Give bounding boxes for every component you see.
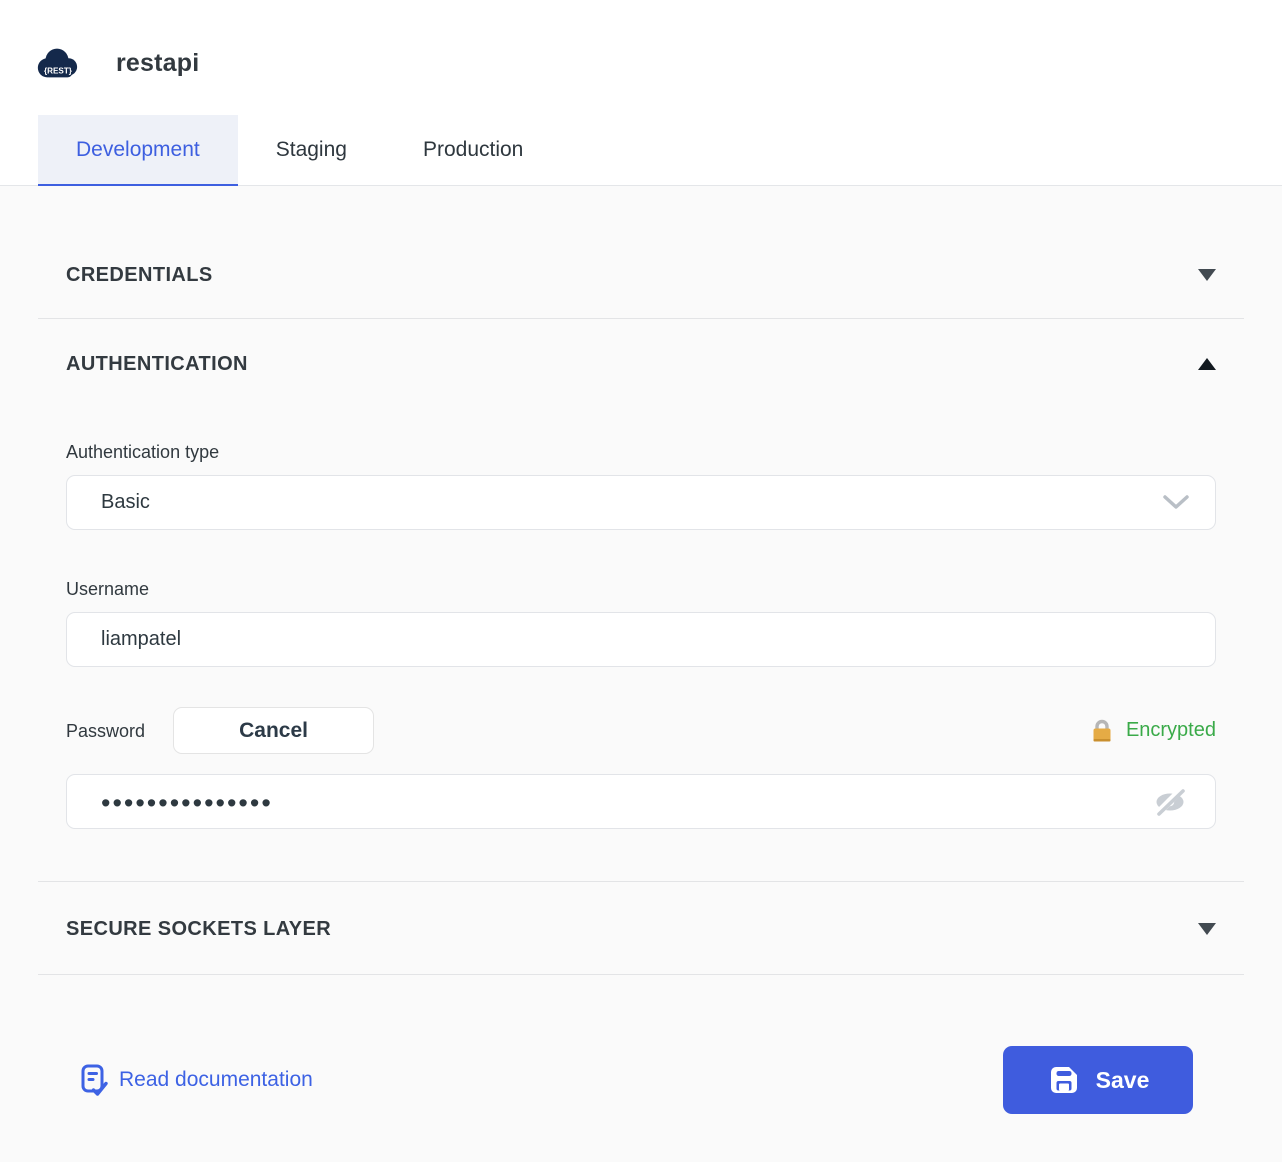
password-label-group: Password Cancel — [66, 707, 375, 754]
ssl-section: SECURE SOCKETS LAYER — [38, 882, 1244, 975]
restapi-cloud-logo-icon: {REST} — [37, 48, 78, 77]
environment-tabs: Development Staging Production — [0, 115, 1282, 186]
password-label: Password — [66, 720, 146, 741]
password-input[interactable]: ••••••••••••••• — [66, 774, 1216, 829]
username-value: liampatel — [101, 628, 182, 650]
lock-icon — [1093, 719, 1111, 742]
password-row: Password Cancel Encrypted — [66, 707, 1216, 754]
tab-development[interactable]: Development — [38, 115, 238, 186]
tab-production[interactable]: Production — [422, 137, 524, 161]
encrypted-badge: Encrypted — [1089, 717, 1216, 744]
ssl-section-title: SECURE SOCKETS LAYER — [66, 918, 332, 940]
footer: Read documentation Save — [38, 1046, 1244, 1114]
page-title: restapi — [116, 49, 200, 77]
authentication-expand-triangle-icon[interactable] — [1198, 358, 1216, 370]
chevron-down-icon — [1163, 494, 1189, 509]
username-input[interactable]: liampatel — [66, 612, 1216, 667]
eye-slash-icon — [1154, 787, 1185, 816]
ssl-section-header[interactable]: SECURE SOCKETS LAYER — [66, 916, 1216, 942]
auth-type-selected-value: Basic — [101, 491, 150, 513]
logo-text: {REST} — [44, 66, 73, 75]
authentication-section-header[interactable]: AUTHENTICATION — [66, 351, 1216, 377]
authentication-section: AUTHENTICATION Authentication type Basic… — [38, 319, 1244, 882]
save-button[interactable]: Save — [1003, 1046, 1193, 1114]
credentials-section-header[interactable]: CREDENTIALS — [66, 262, 1216, 288]
credentials-section: CREDENTIALS — [38, 186, 1244, 319]
read-documentation-link[interactable]: Read documentation — [80, 1063, 313, 1097]
encrypted-label: Encrypted — [1125, 719, 1216, 741]
top-bar: {REST} restapi Development Staging Produ… — [0, 0, 1282, 186]
username-label: Username — [66, 579, 150, 599]
read-documentation-label: Read documentation — [119, 1068, 313, 1091]
cancel-button[interactable]: Cancel — [173, 707, 375, 754]
authentication-section-title: AUTHENTICATION — [66, 353, 248, 375]
floppy-disk-icon — [1050, 1067, 1077, 1093]
auth-type-select[interactable]: Basic — [66, 475, 1216, 530]
ssl-collapse-triangle-icon[interactable] — [1198, 923, 1216, 935]
credentials-section-title: CREDENTIALS — [66, 264, 213, 286]
password-masked-value: ••••••••••••••• — [101, 788, 273, 818]
main-content: CREDENTIALS AUTHENTICATION Authenticatio… — [0, 186, 1282, 1114]
app-header: {REST} restapi — [0, 0, 1282, 115]
document-check-icon — [81, 1064, 108, 1096]
save-button-label: Save — [1095, 1066, 1150, 1093]
credentials-collapse-triangle-icon[interactable] — [1198, 269, 1216, 281]
auth-type-label: Authentication type — [66, 442, 220, 462]
toggle-password-visibility-button[interactable] — [1151, 787, 1189, 817]
tab-staging[interactable]: Staging — [275, 137, 347, 161]
